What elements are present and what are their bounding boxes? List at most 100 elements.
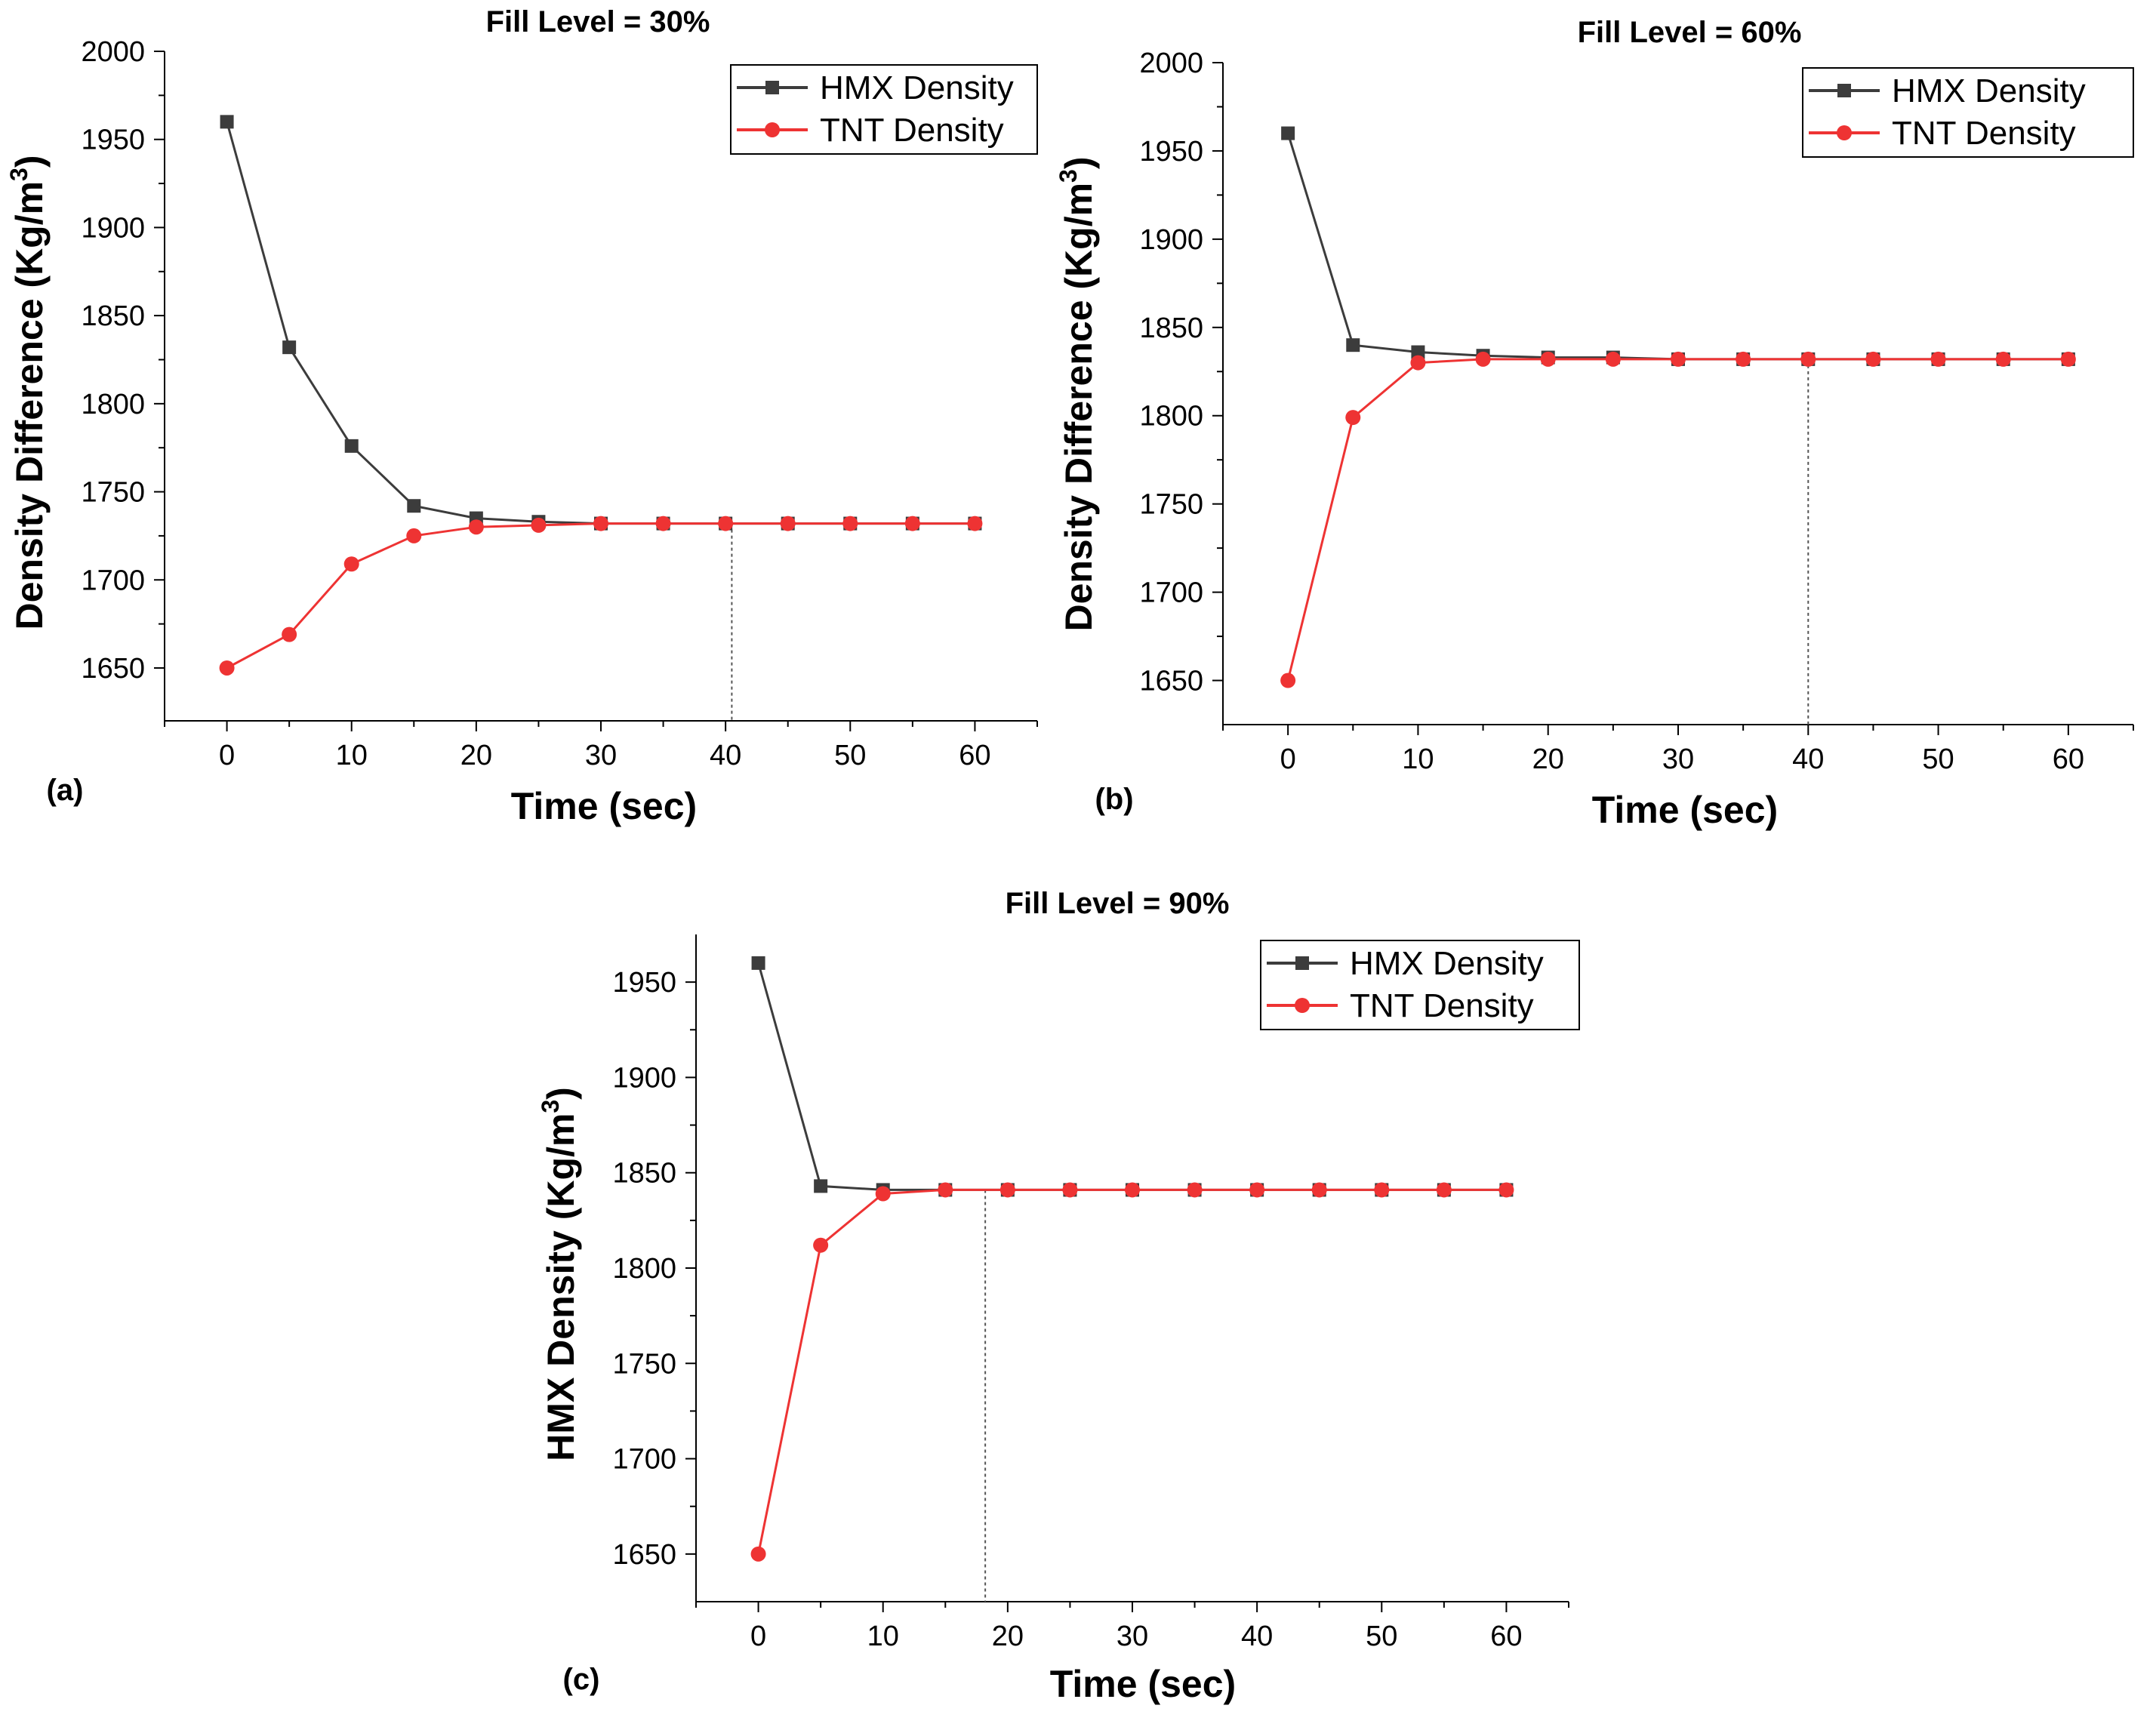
x-tick-label: 30: [585, 740, 617, 771]
tnt-density-point: [282, 626, 297, 642]
y-tick-label: 1800: [612, 1253, 676, 1285]
tnt-density-point: [593, 516, 608, 531]
tnt-density-point: [1800, 351, 1816, 367]
tnt-density-point: [1125, 1182, 1140, 1198]
hmx-density-point: [1411, 345, 1425, 359]
tnt-density-point: [1736, 351, 1751, 367]
x-tick-label: 60: [1490, 1621, 1522, 1652]
y-tick-label: 1800: [81, 389, 145, 420]
y-axis-label: Density Difference (Kg/m3): [1055, 156, 1100, 631]
tnt-density-line: [1286, 358, 2068, 681]
y-tick-label: 1850: [612, 1158, 676, 1190]
y-tick-label: 1700: [1139, 577, 1203, 609]
legend-label: TNT Density: [820, 112, 1004, 149]
y-tick-label: 1900: [612, 1062, 676, 1094]
y-tick-label: 1900: [1139, 224, 1203, 256]
legend-label: TNT Density: [1350, 987, 1534, 1024]
hmx-density-point: [344, 439, 359, 453]
x-tick-label: 20: [460, 740, 492, 771]
y-tick-label: 1900: [81, 212, 145, 244]
x-tick-label: 50: [834, 740, 866, 771]
x-tick-label: 0: [219, 740, 235, 771]
chart-title: Fill Level = 30%: [486, 5, 710, 38]
legend-marker-square: [1837, 84, 1851, 97]
tnt-density-point: [1187, 1182, 1203, 1198]
legend-marker-square: [1295, 956, 1309, 970]
y-tick-label: 2000: [81, 36, 145, 68]
legend-marker-circle: [1837, 125, 1852, 140]
tnt-density-point: [999, 1182, 1015, 1198]
x-axis-label: Time (sec): [1050, 1663, 1236, 1705]
tnt-density-line: [226, 522, 975, 670]
y-axis-label-superscript: 3: [537, 1100, 564, 1113]
x-tick-label: 10: [336, 740, 368, 771]
x-tick-label: 30: [1662, 743, 1694, 775]
y-tick-label: 1800: [1139, 401, 1203, 432]
y-tick-label: 1650: [612, 1539, 676, 1571]
y-tick-label: 2000: [1139, 48, 1203, 79]
x-tick-label: 60: [959, 740, 990, 771]
tnt-density-point: [1540, 351, 1556, 367]
tnt-density-point: [1475, 351, 1491, 367]
hmx-density-point: [1281, 126, 1295, 140]
y-tick-label: 1850: [1139, 312, 1203, 344]
tnt-density-point: [1345, 410, 1361, 426]
legend-label: HMX Density: [820, 69, 1014, 106]
tnt-density-point: [2060, 351, 2076, 367]
tnt-density-point: [938, 1182, 953, 1198]
x-tick-label: 10: [1402, 743, 1434, 775]
x-tick-label: 40: [710, 740, 741, 771]
x-tick-label: 40: [1792, 743, 1824, 775]
tnt-density-point: [1410, 355, 1426, 371]
tnt-density-point: [1062, 1182, 1078, 1198]
chart-title: Fill Level = 60%: [1578, 16, 1802, 49]
tnt-density-point: [1930, 351, 1946, 367]
tnt-density-point: [875, 1186, 891, 1202]
y-tick-label: 1750: [1139, 489, 1203, 521]
y-axis-label-close: ): [540, 1087, 582, 1100]
legend-box: [1802, 67, 2134, 158]
legend-label: HMX Density: [1350, 945, 1544, 982]
y-tick-label: 1950: [1139, 136, 1203, 168]
hmx-density-point: [814, 1179, 828, 1193]
y-tick-label: 1850: [81, 300, 145, 332]
tnt-density-point: [531, 517, 547, 533]
tnt-density-point: [1436, 1182, 1452, 1198]
tnt-density-point: [219, 660, 235, 676]
y-tick-label: 1700: [612, 1444, 676, 1476]
tnt-density-line: [757, 1188, 1507, 1555]
hmx-density-point: [407, 499, 421, 513]
y-tick-label: 1650: [1139, 666, 1203, 697]
y-tick-label: 1950: [81, 125, 145, 156]
x-axis-label: Time (sec): [511, 785, 697, 827]
hmx-density-point: [751, 956, 765, 970]
tnt-density-point: [468, 519, 484, 535]
tnt-density-point: [1249, 1182, 1265, 1198]
tnt-density-point: [780, 516, 796, 531]
tnt-density-point: [813, 1237, 829, 1253]
legend-marker-circle: [765, 122, 780, 137]
y-tick-label: 1700: [81, 565, 145, 596]
panel-label: (b): [1095, 783, 1133, 816]
x-tick-label: 30: [1116, 1621, 1148, 1652]
y-axis-label-superscript: 3: [5, 168, 32, 181]
x-tick-label: 40: [1241, 1621, 1273, 1652]
x-tick-label: 0: [750, 1621, 766, 1652]
hmx-density-line: [226, 122, 975, 525]
legend-label: TNT Density: [1892, 115, 2076, 152]
chart-panel-b: 1650 1700 1750 1800 1850 1900 1950 2000 0 10 20 30 4…: [1055, 16, 2134, 831]
y-tick-label: 1750: [81, 477, 145, 509]
y-axis-label-close: ): [8, 155, 51, 168]
chart-panel-c: 1650 1700 1750 1800 1850 1900 1950 0 10 20 30 40 50 6…: [537, 887, 1580, 1705]
tnt-density-point: [750, 1546, 766, 1562]
chart-panel-a: 1650 1700 1750 1800 1850 1900 1950 2000 0 10 20 30 4…: [5, 5, 1038, 827]
tnt-density-point: [1671, 351, 1686, 367]
y-axis-label: Density Difference (Kg/m3): [5, 155, 51, 630]
legend-marker-circle: [1295, 998, 1310, 1013]
tnt-density-point: [1280, 673, 1296, 688]
legend-label: HMX Density: [1892, 72, 2086, 109]
tnt-density-point: [904, 516, 920, 531]
y-tick-label: 1950: [612, 967, 676, 999]
legend-box: [1260, 940, 1580, 1030]
